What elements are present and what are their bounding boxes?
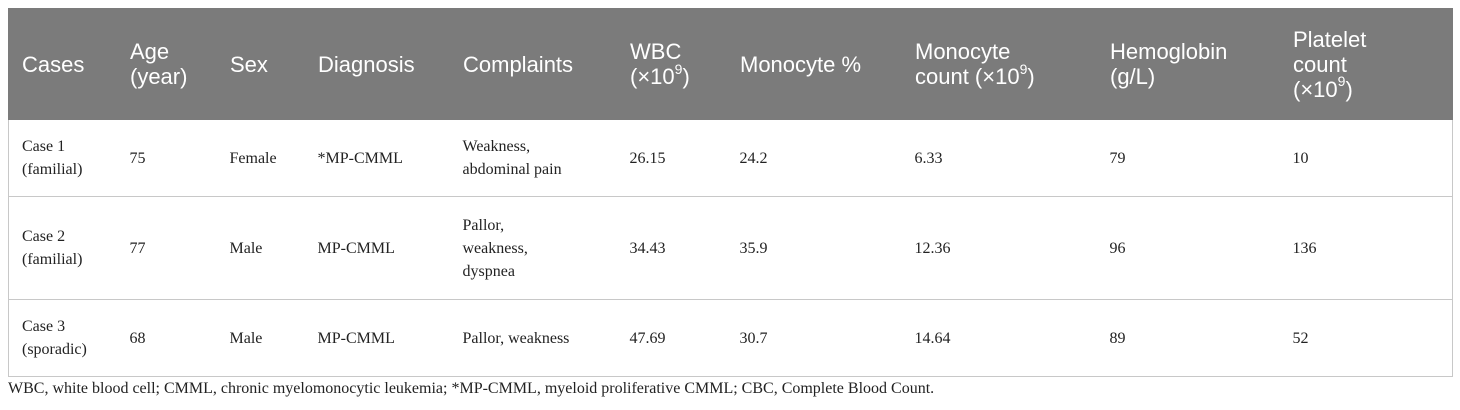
cell-monocyte-pct: 24.2	[726, 119, 902, 197]
header-age: Age (year)	[116, 8, 217, 120]
cell-age: 77	[116, 196, 217, 300]
cell-diagnosis: MP-CMML	[304, 299, 450, 377]
cell-sex: Male	[216, 299, 305, 377]
cell-case: Case 1 (familial)	[8, 119, 117, 197]
cell-wbc: 34.43	[616, 196, 727, 300]
cell-platelet: 52	[1279, 299, 1453, 377]
cell-age: 68	[116, 299, 217, 377]
cell-monocyte-pct: 30.7	[726, 299, 902, 377]
cell-monocyte-count: 12.36	[901, 196, 1097, 300]
cell-hemoglobin: 79	[1096, 119, 1280, 197]
data-table-container: Cases Age (year) Sex Diagnosis Complaints…	[8, 8, 1453, 377]
cell-monocyte-count: 6.33	[901, 119, 1097, 197]
cell-sex: Male	[216, 196, 305, 300]
cell-monocyte-count: 14.64	[901, 299, 1097, 377]
cell-complaints: Pallor, weakness, dyspnea	[449, 196, 617, 300]
cell-platelet: 136	[1279, 196, 1453, 300]
cell-hemoglobin: 89	[1096, 299, 1280, 377]
cell-sex: Female	[216, 119, 305, 197]
cell-monocyte-pct: 35.9	[726, 196, 902, 300]
cell-diagnosis: *MP-CMML	[304, 119, 450, 197]
table-row-case-3: Case 3 (sporadic) 68 Male MP-CMML Pallor,…	[8, 299, 1453, 377]
header-cases: Cases	[8, 8, 117, 120]
table-footnote: WBC, white blood cell; CMML, chronic mye…	[8, 380, 935, 397]
header-wbc: WBC (×109)	[616, 8, 727, 120]
header-diagnosis: Diagnosis	[304, 8, 450, 120]
cell-age: 75	[116, 119, 217, 197]
cmml-cases-table: Cases Age (year) Sex Diagnosis Complaints…	[8, 8, 1453, 377]
header-complaints: Complaints	[449, 8, 617, 120]
header-platelet: Platelet count (×109)	[1279, 8, 1453, 120]
cell-wbc: 26.15	[616, 119, 727, 197]
cell-complaints: Weakness, abdominal pain	[449, 119, 617, 197]
header-hemoglobin: Hemoglobin (g/L)	[1096, 8, 1280, 120]
header-sex: Sex	[216, 8, 305, 120]
header-monocyte-pct: Monocyte %	[726, 8, 902, 120]
cell-case: Case 2 (familial)	[8, 196, 117, 300]
table-row-case-1: Case 1 (familial) 75 Female *MP-CMML Weak…	[8, 119, 1453, 197]
cell-wbc: 47.69	[616, 299, 727, 377]
cell-case: Case 3 (sporadic)	[8, 299, 117, 377]
cell-platelet: 10	[1279, 119, 1453, 197]
header-row: Cases Age (year) Sex Diagnosis Complaints…	[8, 8, 1453, 120]
cell-complaints: Pallor, weakness	[449, 299, 617, 377]
header-monocyte-count: Monocyte count (×109)	[901, 8, 1097, 120]
cell-hemoglobin: 96	[1096, 196, 1280, 300]
cell-diagnosis: MP-CMML	[304, 196, 450, 300]
table-row-case-2: Case 2 (familial) 77 Male MP-CMML Pallor,…	[8, 196, 1453, 300]
